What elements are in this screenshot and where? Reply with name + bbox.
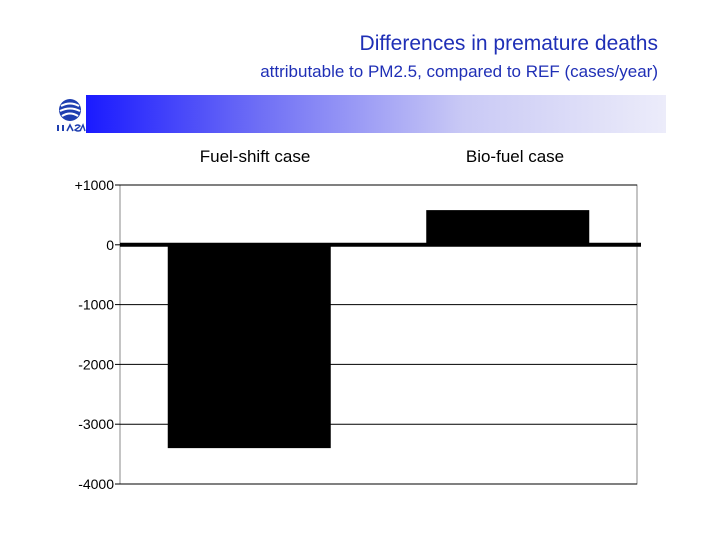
y-tick-label-4: -3000	[78, 416, 114, 432]
category-label-bio-fuel: Bio-fuel case	[465, 147, 565, 166]
y-tick-label-3: -2000	[78, 356, 114, 372]
chart-title: Differences in premature deaths	[359, 32, 658, 55]
y-tick-label-2: -1000	[78, 297, 114, 313]
bar-1	[167, 244, 331, 449]
category-label-fuel-shift: Fuel-shift case	[199, 147, 311, 166]
chart-subtitle: attributable to PM2.5, compared to REF (…	[260, 62, 658, 81]
bar-2	[426, 210, 590, 245]
y-tick-label-0: +1000	[75, 177, 115, 193]
iiasa-logo-icon	[57, 99, 86, 132]
y-tick-label-1: 0	[106, 237, 114, 253]
y-tick-label-5: -4000	[78, 476, 114, 492]
header-banner	[86, 95, 666, 133]
